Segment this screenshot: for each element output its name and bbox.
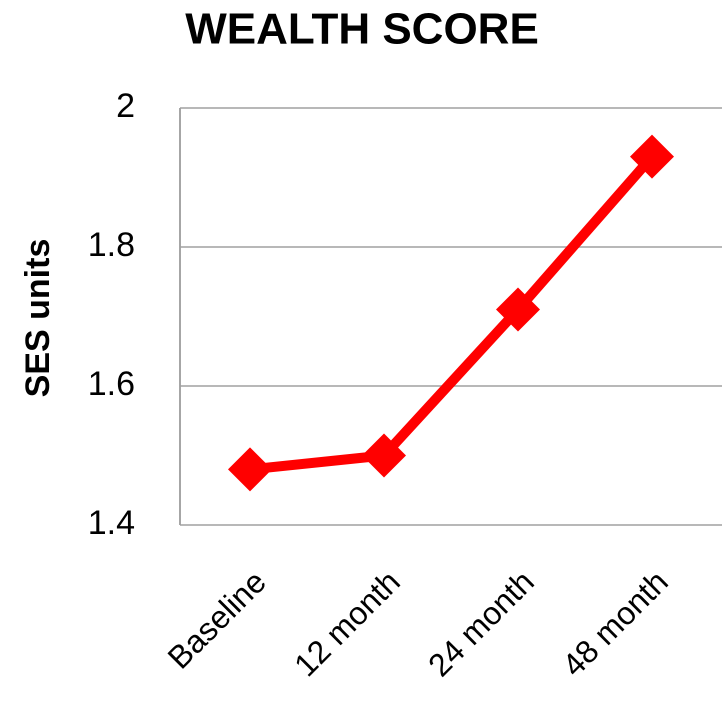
marker (496, 287, 540, 332)
x-tick-label: 48 month (555, 563, 675, 683)
chart-title: WEALTH SCORE (185, 5, 539, 54)
marker (630, 134, 674, 179)
y-tick-label: 1.4 (88, 504, 135, 542)
marker (228, 447, 272, 492)
y-tick-label: 2 (116, 87, 135, 125)
y-tick-label: 1.6 (88, 365, 135, 403)
y-axis-label: SES units (19, 239, 57, 398)
marker (362, 433, 406, 478)
line (249, 153, 656, 475)
x-tick-label: 12 month (287, 563, 407, 683)
y-tick-label: 1.8 (88, 226, 135, 264)
x-tick-label: 24 month (421, 563, 541, 683)
x-tick-label: Baseline (161, 563, 273, 675)
